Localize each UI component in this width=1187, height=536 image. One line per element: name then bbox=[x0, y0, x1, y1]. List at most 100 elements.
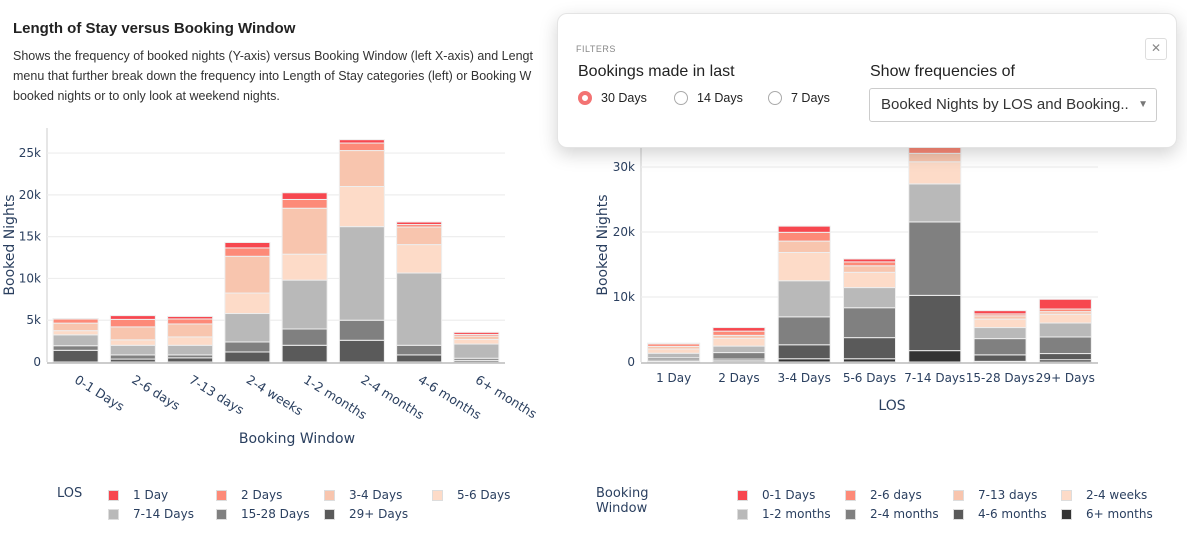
radio-label: 30 Days bbox=[601, 91, 647, 105]
bar-segment bbox=[712, 352, 766, 360]
legend-title: Booking Window bbox=[596, 486, 649, 516]
bar-segment bbox=[224, 241, 271, 249]
bar-segment bbox=[1038, 322, 1092, 338]
bar-segment bbox=[973, 327, 1027, 340]
legend-item[interactable]: 2-6 days bbox=[845, 488, 922, 502]
legend-label: 7-14 Days bbox=[133, 507, 194, 521]
bar-segment bbox=[224, 255, 271, 294]
x-tick-label: 15-28 Days bbox=[966, 371, 1035, 385]
legend-swatch bbox=[324, 508, 335, 520]
legend-item[interactable]: 7-14 Days bbox=[108, 507, 194, 521]
bar-segment bbox=[843, 271, 896, 289]
legend-item[interactable]: 1 Day bbox=[108, 488, 168, 502]
legend-swatch bbox=[108, 508, 119, 520]
bar-segment bbox=[777, 231, 831, 242]
legend-label: 2-6 days bbox=[870, 488, 922, 502]
frequency-select-value: Booked Nights by LOS and Booking.. bbox=[881, 96, 1129, 113]
legend-swatch bbox=[108, 489, 119, 501]
bar-segment bbox=[843, 265, 896, 273]
y-tick-label: 0 bbox=[33, 355, 41, 369]
radio-label: 7 Days bbox=[791, 91, 830, 105]
legend-label: 7-13 days bbox=[978, 488, 1038, 502]
bar-segment bbox=[109, 315, 156, 320]
legend-swatch bbox=[953, 508, 964, 520]
bar-segment bbox=[712, 337, 766, 347]
close-icon[interactable]: ✕ bbox=[1145, 38, 1167, 60]
legend-label: 2-4 weeks bbox=[1086, 488, 1148, 502]
legend-item[interactable]: 3-4 Days bbox=[324, 488, 402, 502]
legend-item[interactable]: 29+ Days bbox=[324, 507, 408, 521]
bar-segment bbox=[281, 279, 328, 330]
legend-label: 2 Days bbox=[241, 488, 283, 502]
y-tick-label: 15k bbox=[19, 230, 41, 244]
legend-label: 3-4 Days bbox=[349, 488, 403, 502]
bar-segment bbox=[338, 150, 385, 187]
radio-14-days[interactable]: 14 Days bbox=[674, 91, 743, 105]
bar-segment bbox=[843, 337, 896, 360]
x-tick-label: 5-6 Days bbox=[843, 371, 896, 385]
legend-label: 5-6 Days bbox=[457, 488, 511, 502]
radio-30-days[interactable]: 30 Days bbox=[578, 91, 647, 105]
legend-label: 1 Day bbox=[133, 488, 169, 502]
legend-item[interactable]: 7-13 days bbox=[953, 488, 1037, 502]
legend-item[interactable]: 5-6 Days bbox=[432, 488, 510, 502]
bar-segment bbox=[167, 315, 214, 320]
bar-segment bbox=[396, 244, 443, 274]
bar-segment bbox=[281, 207, 328, 255]
bar-segment bbox=[712, 345, 766, 354]
y-tick-label: 20k bbox=[19, 188, 41, 202]
filters-title: FILTERS bbox=[576, 44, 616, 54]
bar-segment bbox=[1038, 298, 1092, 310]
frequency-select[interactable]: Booked Nights by LOS and Booking.. ▼ bbox=[869, 88, 1157, 122]
chevron-down-icon: ▼ bbox=[1138, 99, 1148, 110]
bar-segment bbox=[712, 330, 766, 336]
legend-item[interactable]: 2 Days bbox=[216, 488, 282, 502]
frequency-label: Show frequencies of bbox=[870, 63, 1015, 80]
y-tick-label: 20k bbox=[613, 225, 635, 239]
x-tick-label: 1 Day bbox=[656, 371, 691, 385]
page-description: Shows the frequency of booked nights (Y-… bbox=[13, 46, 533, 106]
x-axis-title: Booking Window bbox=[239, 431, 355, 447]
legend-item[interactable]: 1-2 months bbox=[737, 507, 831, 521]
legend-item[interactable]: 6+ months bbox=[1061, 507, 1153, 521]
legend-item[interactable]: 0-1 Days bbox=[737, 488, 815, 502]
bar-segment bbox=[908, 183, 962, 223]
legend-label: 6+ months bbox=[1086, 507, 1153, 521]
legend-swatch bbox=[845, 489, 856, 501]
bar-segment bbox=[1038, 313, 1092, 324]
legend-swatch bbox=[1061, 508, 1072, 520]
bar-segment bbox=[338, 226, 385, 321]
x-tick-label: 2 Days bbox=[718, 371, 759, 385]
bar-segment bbox=[908, 161, 962, 185]
bar-segment bbox=[843, 258, 896, 263]
bar-segment bbox=[777, 344, 831, 360]
bar-segment bbox=[973, 318, 1027, 329]
bar-segment bbox=[281, 192, 328, 200]
legend-swatch bbox=[324, 489, 335, 501]
legend-label: 2-4 months bbox=[870, 507, 939, 521]
x-axis-title: LOS bbox=[878, 398, 905, 414]
description-line: booked nights or to only look at weekend… bbox=[13, 89, 280, 103]
legend-swatch bbox=[216, 508, 227, 520]
bar-segment bbox=[973, 354, 1027, 362]
bar-segment bbox=[52, 318, 99, 320]
legend-label: 15-28 Days bbox=[241, 507, 310, 521]
legend-item[interactable]: 15-28 Days bbox=[216, 507, 310, 521]
bar-segment bbox=[777, 316, 831, 346]
bar-segment bbox=[777, 280, 831, 318]
radio-selected-icon bbox=[578, 91, 592, 105]
radio-icon bbox=[768, 91, 782, 105]
legend-item[interactable]: 2-4 weeks bbox=[1061, 488, 1147, 502]
legend-item[interactable]: 2-4 months bbox=[845, 507, 939, 521]
bar-segment bbox=[908, 152, 962, 163]
legend-item[interactable]: 4-6 months bbox=[953, 507, 1047, 521]
y-tick-label: 0 bbox=[627, 355, 635, 369]
radio-7-days[interactable]: 7 Days bbox=[768, 91, 830, 105]
bar-segment bbox=[843, 261, 896, 267]
bar-segment bbox=[338, 186, 385, 228]
legend-swatch bbox=[1061, 489, 1072, 501]
bar-segment bbox=[338, 139, 385, 144]
bar-segment bbox=[281, 253, 328, 281]
